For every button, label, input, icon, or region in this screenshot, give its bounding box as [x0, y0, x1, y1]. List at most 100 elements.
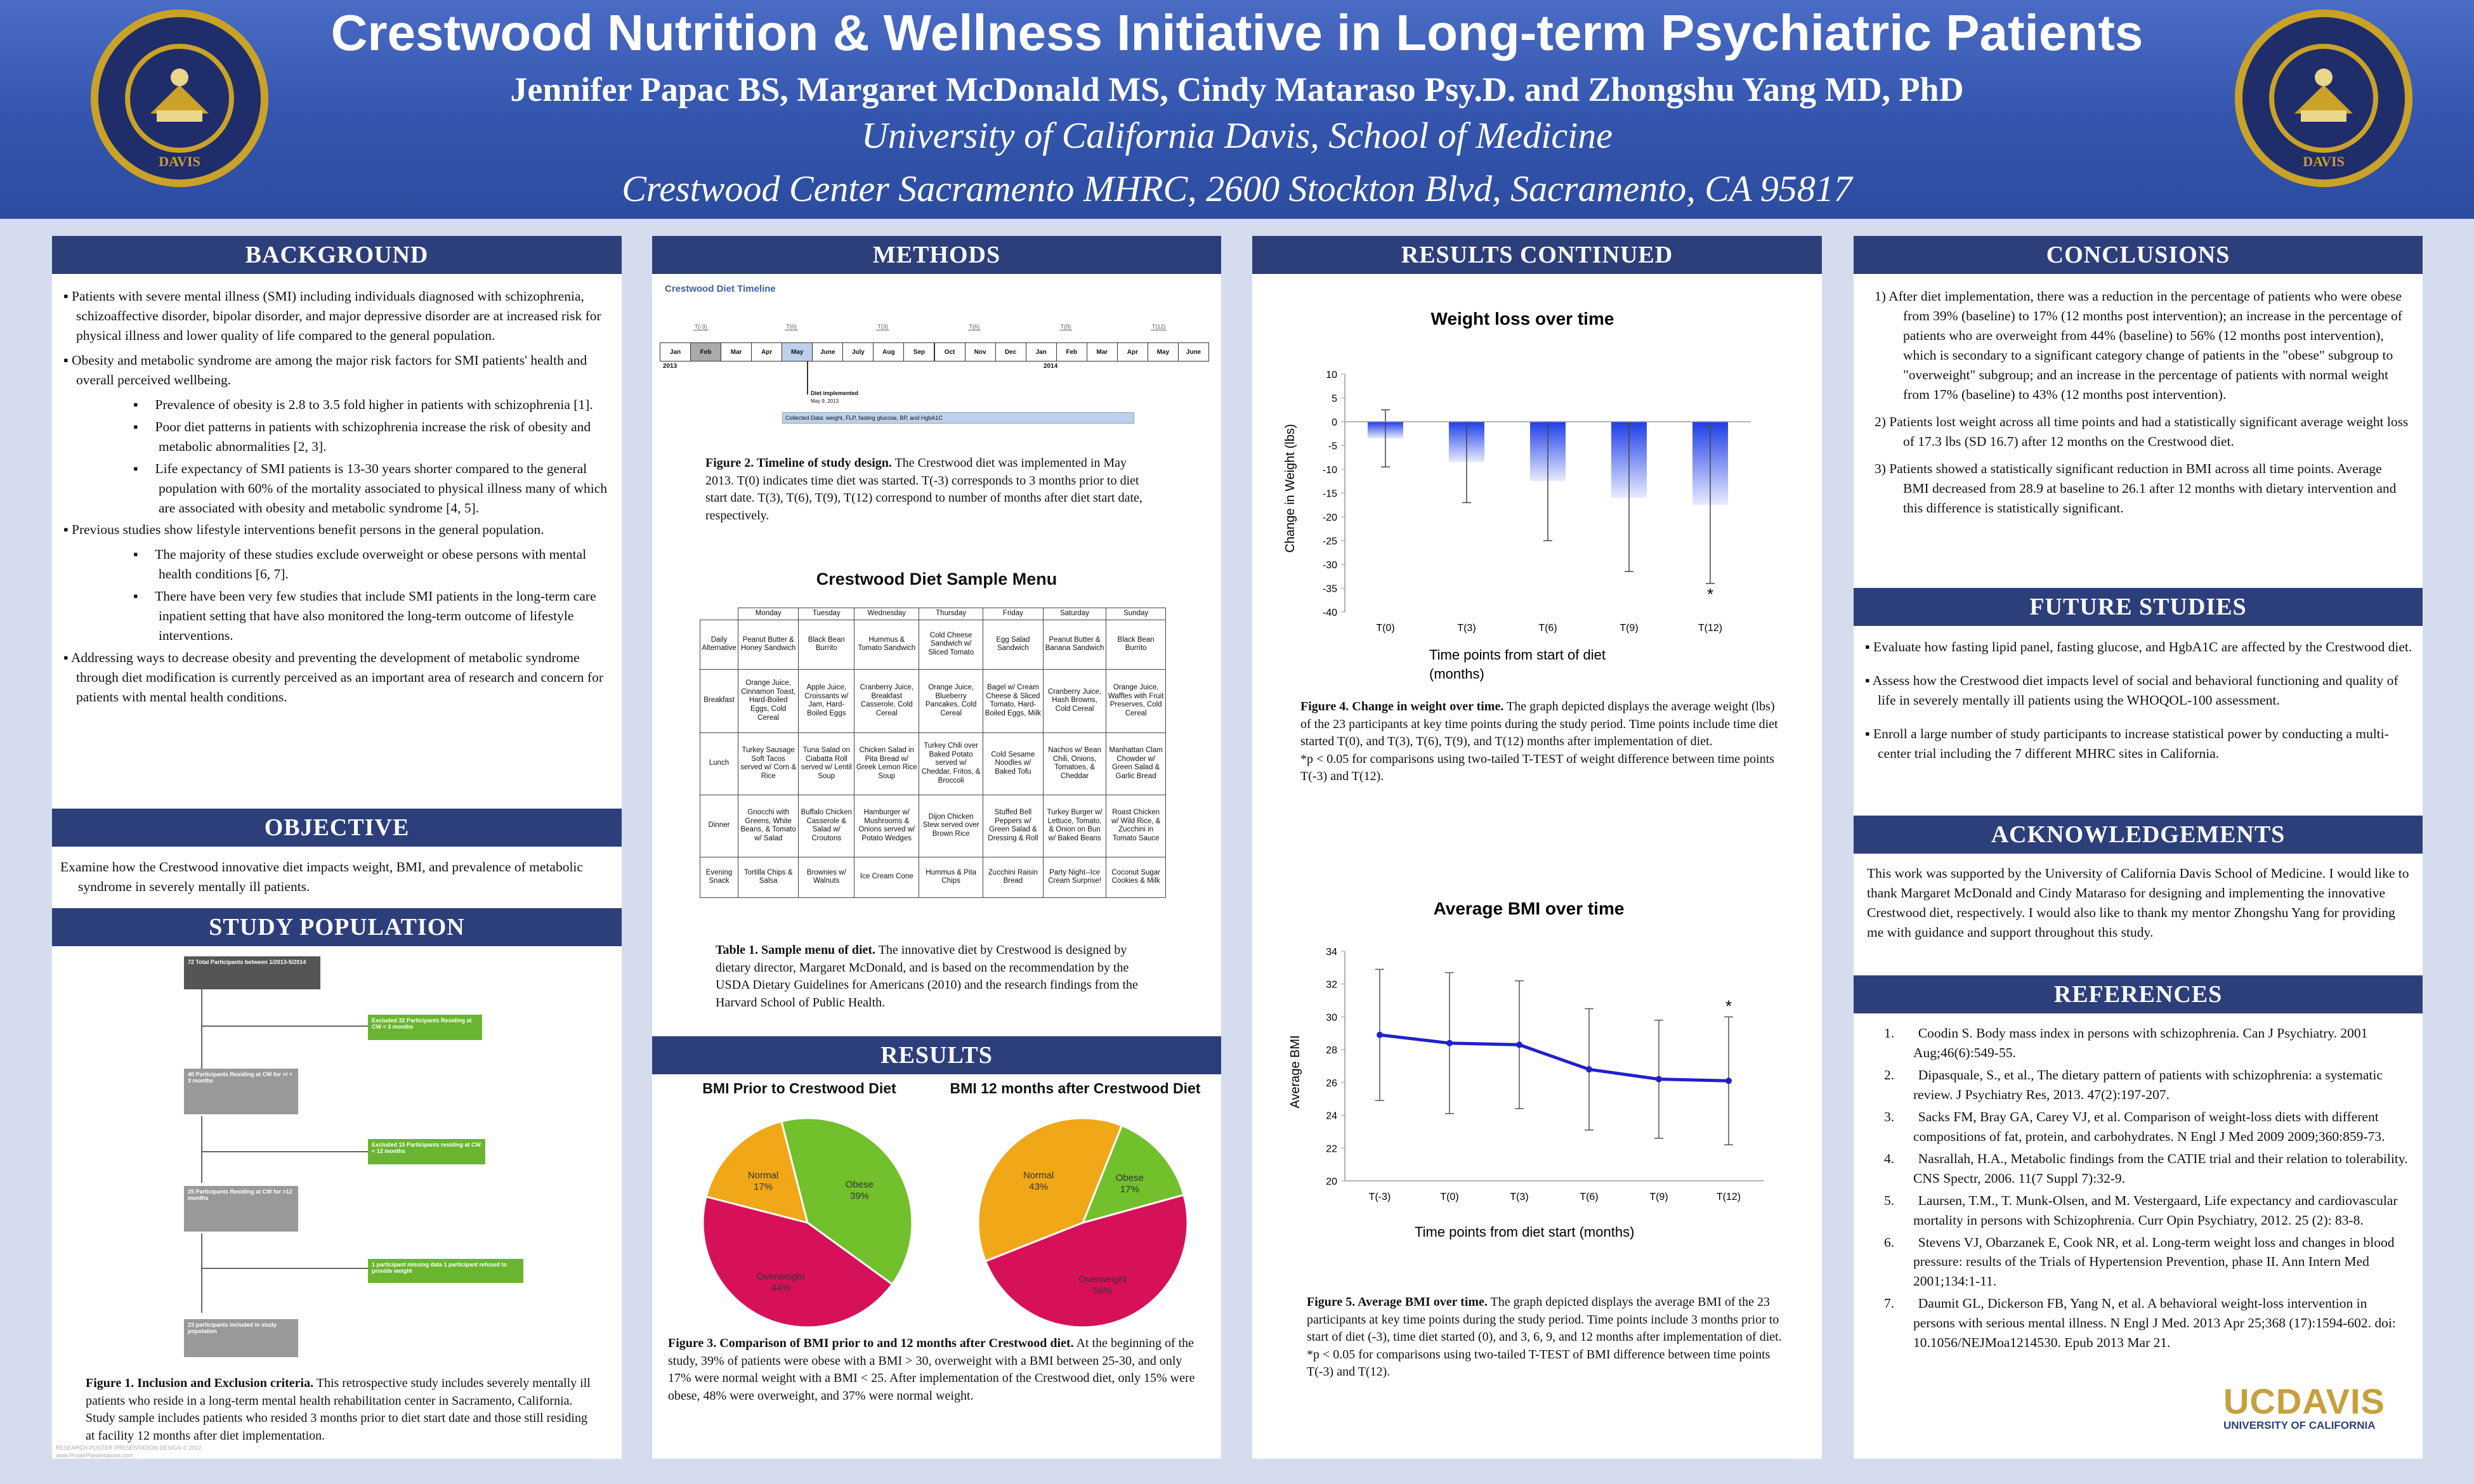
timeline-month: Apr: [751, 342, 783, 361]
timeline-month: Aug: [873, 342, 905, 361]
menu-title: Crestwood Diet Sample Menu: [816, 570, 1057, 589]
y-tick-label: -10: [1323, 465, 1337, 476]
seal-bottom-text: DAVIS: [159, 153, 200, 169]
menu-cell: Turkey Sausage Soft Tacos served w/ Corn…: [737, 732, 799, 795]
timeline-month: Sep: [903, 342, 935, 361]
menu-cell: Dijon Chicken Stew served over Brown Ric…: [919, 794, 983, 857]
menu-meal-label: Breakfast: [700, 668, 738, 733]
y-tick-label: 20: [1326, 1176, 1337, 1187]
pie-label: Normal 17%: [748, 1170, 778, 1192]
menu-cell: Roast Chicken w/ Wild Rice, & Zucchini i…: [1106, 794, 1166, 857]
timeline-marker-label: T(0): [785, 323, 798, 330]
bmi-point: [1446, 1039, 1453, 1046]
timeline-month: June: [812, 342, 844, 361]
pie-2-title: BMI 12 months after Crestwood Diet: [950, 1080, 1201, 1097]
menu-cell: Zucchini Raisin Bread: [982, 856, 1044, 898]
uc-seal-left-icon: DAVIS: [91, 10, 268, 187]
seal-bottom-text: DAVIS: [2303, 153, 2345, 169]
year-label: 2013: [663, 363, 677, 370]
bmi-point: [1516, 1041, 1522, 1048]
figure-4-caption: Figure 4. Change in weight over time. Th…: [1300, 698, 1780, 786]
menu-cell: Gnocchi with Greens, White Beans, & Toma…: [737, 794, 799, 857]
menu-cell: Cranberry Juice, Breakfast Casserole, Co…: [854, 668, 920, 733]
figure-5-caption: Figure 5. Average BMI over time. The gra…: [1307, 1294, 1783, 1381]
logo-subtitle: UNIVERSITY OF CALIFORNIA: [2223, 1419, 2376, 1431]
reference-item: 2. Dipasquale, S., et al., The dietary p…: [1884, 1067, 2383, 1102]
timeline-month: Jan: [660, 342, 691, 361]
menu-cell: Black Bean Burrito: [1106, 619, 1166, 670]
list-item: ▪ Previous studies show lifestyle interv…: [63, 522, 544, 538]
menu-meal-label: Lunch: [700, 732, 738, 795]
y-tick-label: 10: [1326, 370, 1337, 381]
methods-heading: METHODS: [652, 236, 1221, 274]
y-axis-label: Change in Weight (lbs): [1283, 424, 1297, 552]
y-tick-label: -35: [1323, 584, 1337, 595]
x-axis-label: Time points from diet start (months): [1415, 1224, 1634, 1240]
menu-cell: Orange Juice, Cinnamon Toast, Hard-Boile…: [737, 668, 799, 733]
pie-1-title: BMI Prior to Crestwood Diet: [702, 1080, 896, 1097]
list-item: ▪ Enroll a large number of study partici…: [1865, 726, 2389, 761]
flow-box-23: 23 participants included in study popula…: [184, 1319, 298, 1357]
pie-label: Overweight 44%: [757, 1272, 806, 1294]
background-body: ▪ Patients with severe mental illness (S…: [63, 287, 609, 712]
y-tick-label: 24: [1326, 1111, 1337, 1122]
x-tick-label: T(12): [1717, 1192, 1741, 1202]
results-continued-heading: RESULTS CONTINUED: [1252, 236, 1822, 274]
menu-cell: Tortilla Chips & Salsa: [737, 856, 799, 898]
table-row: Breakfast Orange Juice, Cinnamon Toast, H…: [700, 668, 1166, 733]
timeline-month: Jan: [1025, 342, 1057, 361]
ucdavis-logo: UCDAVIS UNIVERSITY OF CALIFORNIA: [2223, 1384, 2414, 1432]
poster-title: Crestwood Nutrition & Wellness Initiativ…: [331, 4, 2143, 61]
list-item: ▪ Evaluate how fasting lipid panel, fast…: [1865, 639, 2412, 654]
menu-cell: Manhattan Clam Chowder w/ Green Salad & …: [1106, 732, 1166, 795]
pie-chart-before: Normal 17% Obese 39% Overweight 44%: [702, 1117, 913, 1329]
x-tick-label: T(9): [1620, 623, 1638, 634]
menu-cell: Stuffed Bell Peppers w/ Green Salad & Dr…: [982, 794, 1044, 857]
menu-cell: Cold Cheese Sandwich w/ Sliced Tomato: [919, 619, 983, 670]
weight-loss-chart: Weight loss over time Change in Weight (…: [1283, 309, 1751, 682]
list-item: ▪ The majority of these studies exclude …: [133, 547, 587, 582]
collected-data-bar: Collected Data: weight, FLP, fasting glu…: [782, 412, 1134, 424]
menu-cell: Tuna Salad on Ciabatta Roll served w/ Le…: [798, 732, 855, 795]
reference-item: 3. Sacks FM, Bray GA, Carey VJ, et al. C…: [1884, 1109, 2385, 1144]
poster-authors: Jennifer Papac BS, Margaret McDonald MS,…: [510, 70, 1964, 108]
pie-label: Normal 43%: [1023, 1170, 1054, 1192]
list-item: ▪ There have been very few studies that …: [133, 589, 596, 644]
menu-cell: Ice Cream Cone: [854, 856, 920, 898]
timeline-marker-label: T(3): [876, 323, 889, 330]
figure-5-note: *p < 0.05 for comparisons using two-tail…: [1307, 1347, 1770, 1379]
bmi-point: [1586, 1066, 1592, 1073]
y-tick-label: -15: [1323, 489, 1337, 500]
figure-4-note: *p < 0.05 for comparisons using two-tail…: [1300, 752, 1775, 784]
acknowledgements-text: This work was supported by the Universit…: [1867, 866, 2409, 940]
menu-cell: Brownies w/ Walnuts: [798, 856, 855, 898]
list-item: 2) Patients lost weight across all time …: [1875, 413, 2409, 449]
x-axis-label-unit: (months): [1429, 666, 1484, 682]
x-tick-label: T(0): [1440, 1192, 1458, 1202]
figure-3-caption: Figure 3. Comparison of BMI prior to and…: [668, 1336, 1195, 1403]
timeline-marker-label: T(-3): [693, 323, 709, 330]
x-tick-label: T(3): [1457, 623, 1476, 634]
flow-box-25: 25 Participants Residing at CW for >12 m…: [184, 1186, 298, 1232]
conclusions-list: 1) After diet implementation, there was …: [1875, 287, 2411, 525]
y-tick-label: -25: [1323, 537, 1337, 547]
timeline-month: May: [782, 342, 813, 361]
pie-slice: [984, 1194, 1189, 1329]
menu-day-header: Wednesday: [854, 608, 920, 620]
bmi-line-chart: Average BMI over time Average BMI Time p…: [1288, 899, 1764, 1240]
references-heading: REFERENCES: [1854, 975, 2423, 1013]
objective-text: Examine how the Crestwood innovative die…: [60, 859, 583, 894]
pie-slice: [702, 1195, 894, 1329]
menu-cell: Cranberry Juice, Hash Browns, Cold Cerea…: [1042, 668, 1107, 733]
timeline-month: June: [1177, 342, 1209, 361]
timeline-month: May: [1147, 342, 1179, 361]
timeline-month: Mar: [721, 342, 752, 361]
y-tick-label: -40: [1323, 608, 1337, 618]
objective-heading: OBJECTIVE: [52, 809, 622, 847]
significance-star: *: [1725, 996, 1732, 1015]
list-item: ▪ Patients with severe mental illness (S…: [63, 289, 601, 343]
table-row: Lunch Turkey Sausage Soft Tacos served w/…: [700, 732, 1166, 795]
menu-cell: Nachos w/ Bean Chili, Onions, Tomatoes, …: [1042, 732, 1107, 795]
column-1-panel: [52, 236, 622, 1459]
menu-cell: Buffalo Chicken Casserole & Salad w/ Cro…: [798, 794, 855, 857]
